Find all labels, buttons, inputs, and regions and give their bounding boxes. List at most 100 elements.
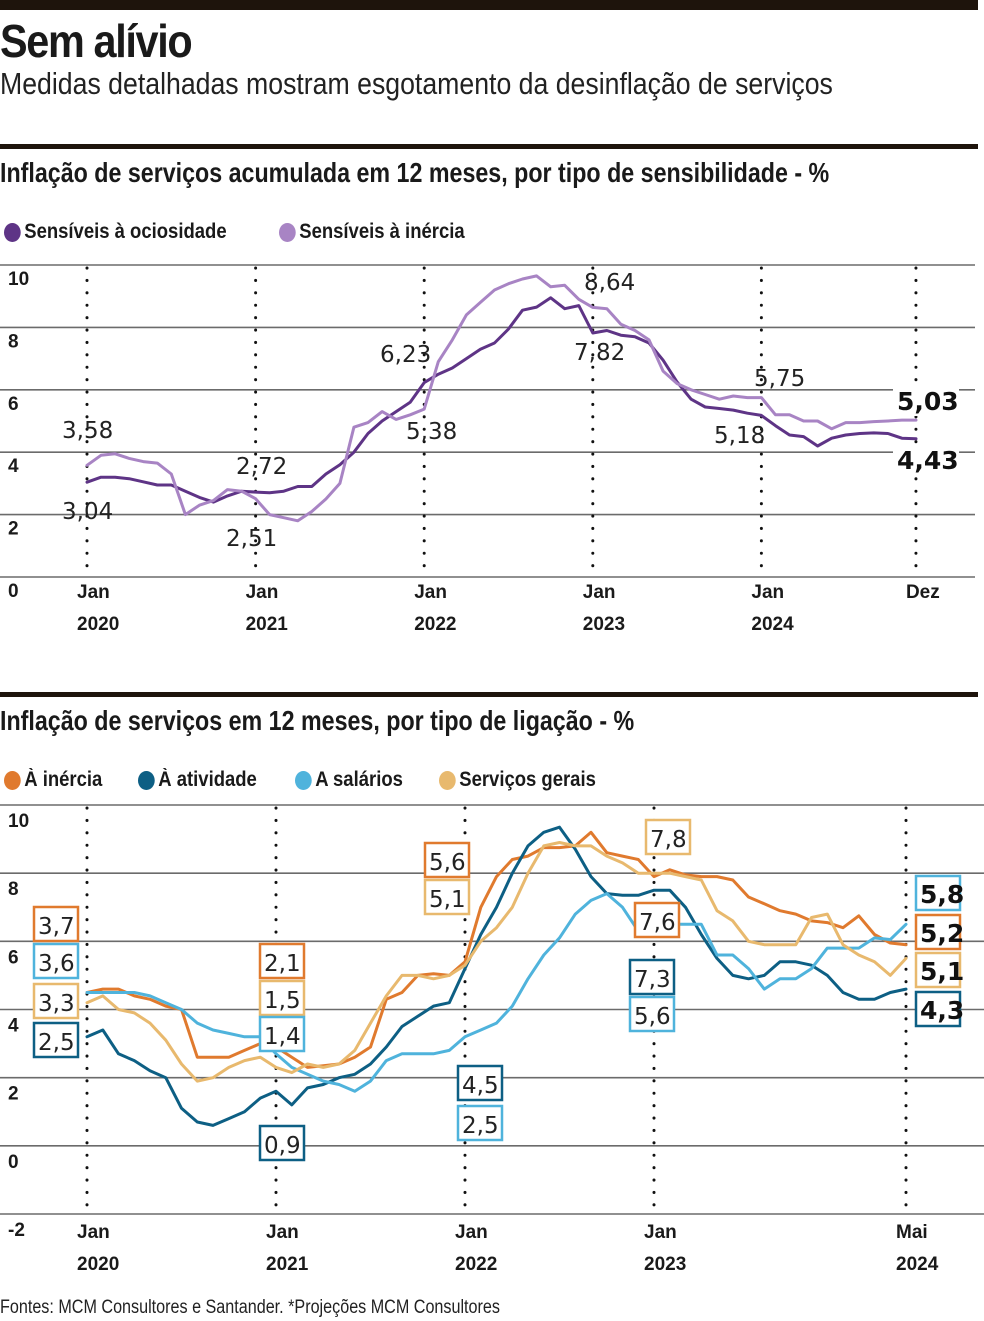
y-tick-label: 6 — [8, 947, 19, 968]
y-tick-label: 8 — [8, 879, 19, 900]
legend-dot-icon — [4, 222, 21, 242]
data-label-bg — [893, 386, 959, 416]
data-label: 2,5 — [462, 1113, 499, 1139]
x-tick-label-month: Jan — [77, 1222, 110, 1243]
data-label-box — [32, 1021, 80, 1059]
series-line-0 — [85, 296, 918, 504]
x-tick-label-year: 2022 — [414, 614, 456, 635]
data-label-box — [258, 942, 306, 980]
data-label: 5,6 — [634, 1004, 671, 1030]
data-label: 7,6 — [639, 910, 676, 936]
x-tick-label-year: 2023 — [644, 1254, 686, 1275]
y-tick-label: 2 — [8, 1084, 19, 1105]
y-tick-label: 4 — [8, 456, 19, 477]
legend-label: Serviços gerais — [459, 768, 597, 791]
data-label: 7,82 — [574, 340, 625, 366]
y-tick-label: 8 — [8, 331, 19, 352]
x-tick-label-year: 2023 — [583, 614, 625, 635]
x-tick-label-month: Jan — [455, 1222, 488, 1243]
chart2-legend-item-salarios: A salários — [294, 768, 403, 792]
data-label: 0,9 — [264, 1133, 301, 1159]
x-tick-label-month: Jan — [644, 1222, 677, 1243]
series-line-1 — [85, 274, 918, 523]
data-label: 2,51 — [226, 526, 277, 552]
series-line-0 — [85, 830, 908, 1069]
x-tick-label-month: Jan — [246, 582, 279, 603]
top-rule — [0, 0, 978, 10]
x-tick-label-year: 2021 — [246, 614, 289, 635]
x-tick-label-year: 2022 — [455, 1254, 497, 1275]
data-label: 4,3 — [920, 996, 964, 1025]
series-line-1 — [85, 825, 908, 1127]
x-tick-label-month: Dez — [906, 582, 940, 603]
data-label: 5,1 — [920, 957, 964, 986]
chart1-legend: Sensíveis à ociosidade Sensíveis à inérc… — [4, 220, 490, 244]
data-label: 3,6 — [38, 951, 75, 977]
legend-label: Sensíveis à inércia — [299, 220, 465, 243]
chart1-legend-item-inercia: Sensíveis à inércia — [278, 220, 465, 244]
data-label-box — [914, 951, 962, 989]
x-tick-label-month: Jan — [583, 582, 616, 603]
y-tick-label: 0 — [8, 1152, 19, 1173]
data-label-box — [456, 1104, 504, 1142]
data-label-box — [258, 1124, 306, 1162]
data-label: 1,5 — [264, 988, 301, 1014]
legend-label: A salários — [315, 768, 403, 791]
data-label: 8,64 — [584, 270, 635, 296]
legend-label: À inércia — [24, 768, 103, 791]
data-label: 5,38 — [406, 419, 457, 445]
x-tick-label-month: Jan — [77, 582, 110, 603]
data-label: 2,5 — [38, 1030, 75, 1056]
y-tick-label: 0 — [8, 581, 19, 602]
data-label-box — [914, 874, 962, 912]
legend-dot-icon — [439, 770, 457, 790]
data-label: 5,18 — [714, 423, 765, 449]
data-label-box — [423, 841, 471, 879]
data-label: 5,2 — [920, 919, 964, 948]
data-label: 5,8 — [920, 880, 964, 909]
data-label: 1,4 — [264, 1024, 301, 1050]
data-label: 5,75 — [754, 366, 805, 392]
data-label: 2,1 — [264, 951, 301, 977]
data-label-box — [258, 1015, 306, 1053]
data-label-box — [32, 905, 80, 943]
data-label-box — [32, 982, 80, 1020]
legend-dot-icon — [4, 770, 21, 790]
data-label: 5,1 — [429, 887, 466, 913]
legend-label: À atividade — [157, 768, 257, 791]
chart1-legend-item-ociosidade: Sensíveis à ociosidade — [4, 220, 227, 244]
data-label: 3,04 — [62, 499, 113, 525]
data-label: 5,6 — [429, 850, 466, 876]
data-label-box — [633, 901, 681, 939]
chart2-legend-item-inercia: À inércia — [4, 768, 102, 792]
x-tick-label-month: Jan — [266, 1222, 299, 1243]
data-label-box — [32, 942, 80, 980]
legend-dot-icon — [137, 770, 155, 790]
chart2-legend-item-servicos-gerais: Serviços gerais — [439, 768, 596, 792]
data-label-box — [914, 990, 962, 1028]
chart2-legend: À inércia À atividade A salários Serviço… — [4, 768, 618, 792]
data-label: 3,58 — [62, 418, 113, 444]
data-label: 2,72 — [236, 454, 287, 480]
data-label-box — [423, 878, 471, 916]
legend-dot-icon — [294, 770, 312, 790]
chart1-title: Inflação de serviços acumulada em 12 mes… — [0, 157, 830, 188]
data-label-box — [628, 995, 676, 1033]
data-label-box — [456, 1064, 504, 1102]
data-label: 4,43 — [897, 446, 959, 475]
x-tick-label-month: Jan — [751, 582, 784, 603]
x-tick-label-year: 2020 — [77, 614, 119, 635]
legend-dot-icon — [278, 222, 296, 242]
data-label: 4,5 — [462, 1073, 499, 1099]
page-subtitle: Medidas detalhadas mostram esgotamento d… — [0, 66, 833, 101]
data-label-box — [628, 958, 676, 996]
y-tick-label: 10 — [8, 269, 29, 290]
chart2-top-rule — [0, 692, 978, 697]
data-label-box — [914, 913, 962, 951]
y-tick-label: 2 — [8, 519, 19, 540]
x-tick-label-year: 2024 — [896, 1254, 939, 1275]
data-label-box — [258, 979, 306, 1017]
legend-label: Sensíveis à ociosidade — [24, 220, 227, 243]
x-tick-label-year: 2024 — [751, 614, 794, 635]
